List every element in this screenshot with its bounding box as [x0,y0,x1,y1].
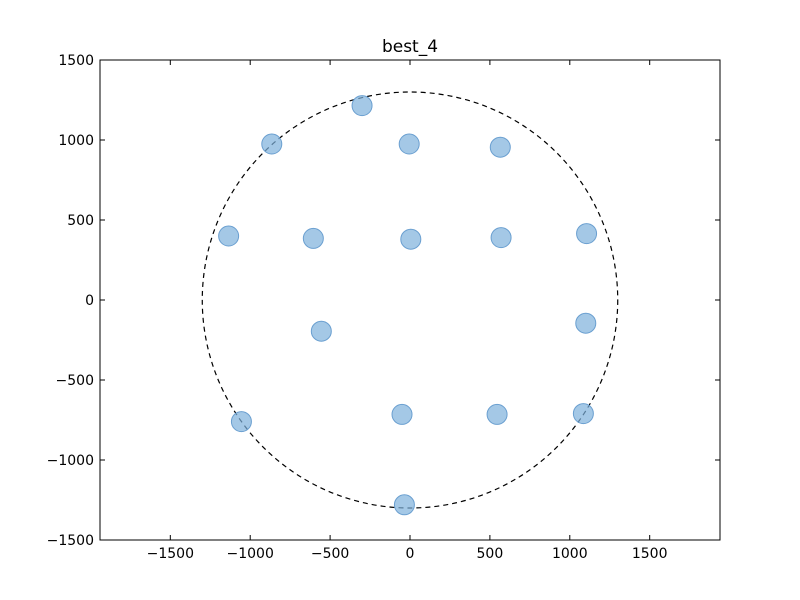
data-point [489,136,511,158]
x-tick-label: 1500 [632,546,668,562]
x-tick-label: 1000 [552,546,588,562]
data-point [261,133,283,155]
y-tick-label: 1500 [58,53,94,69]
data-point [576,223,598,245]
data-point [302,227,324,249]
ticks-layer: −1500 −1000 −500 0 500 1000 1500 −1500 −1000 −500… [47,53,720,562]
y-tick-label: 1000 [58,133,94,149]
data-point [393,494,415,516]
axes-frame [99,59,721,541]
chart-title: best_4 [382,37,438,57]
data-point [310,320,332,342]
data-point [391,403,413,425]
data-point [572,403,594,425]
y-tick-label: −1000 [47,453,94,469]
x-tick-label: 0 [406,546,415,562]
x-tick-label: −1000 [227,546,274,562]
x-tick-label: 500 [477,546,504,562]
data-point [398,133,420,155]
x-tick-label: −1500 [147,546,194,562]
data-point [575,312,597,334]
y-tick-label: −500 [56,373,94,389]
x-tick-label: −500 [311,546,349,562]
data-point [486,403,508,425]
data-point [218,225,240,247]
data-point [230,411,252,433]
data-point [400,228,422,250]
data-point [490,227,512,249]
data-point [351,95,373,117]
y-tick-label: 500 [67,213,94,229]
points-layer [218,95,598,516]
y-tick-label: 0 [85,293,94,309]
y-tick-label: −1500 [47,533,94,549]
